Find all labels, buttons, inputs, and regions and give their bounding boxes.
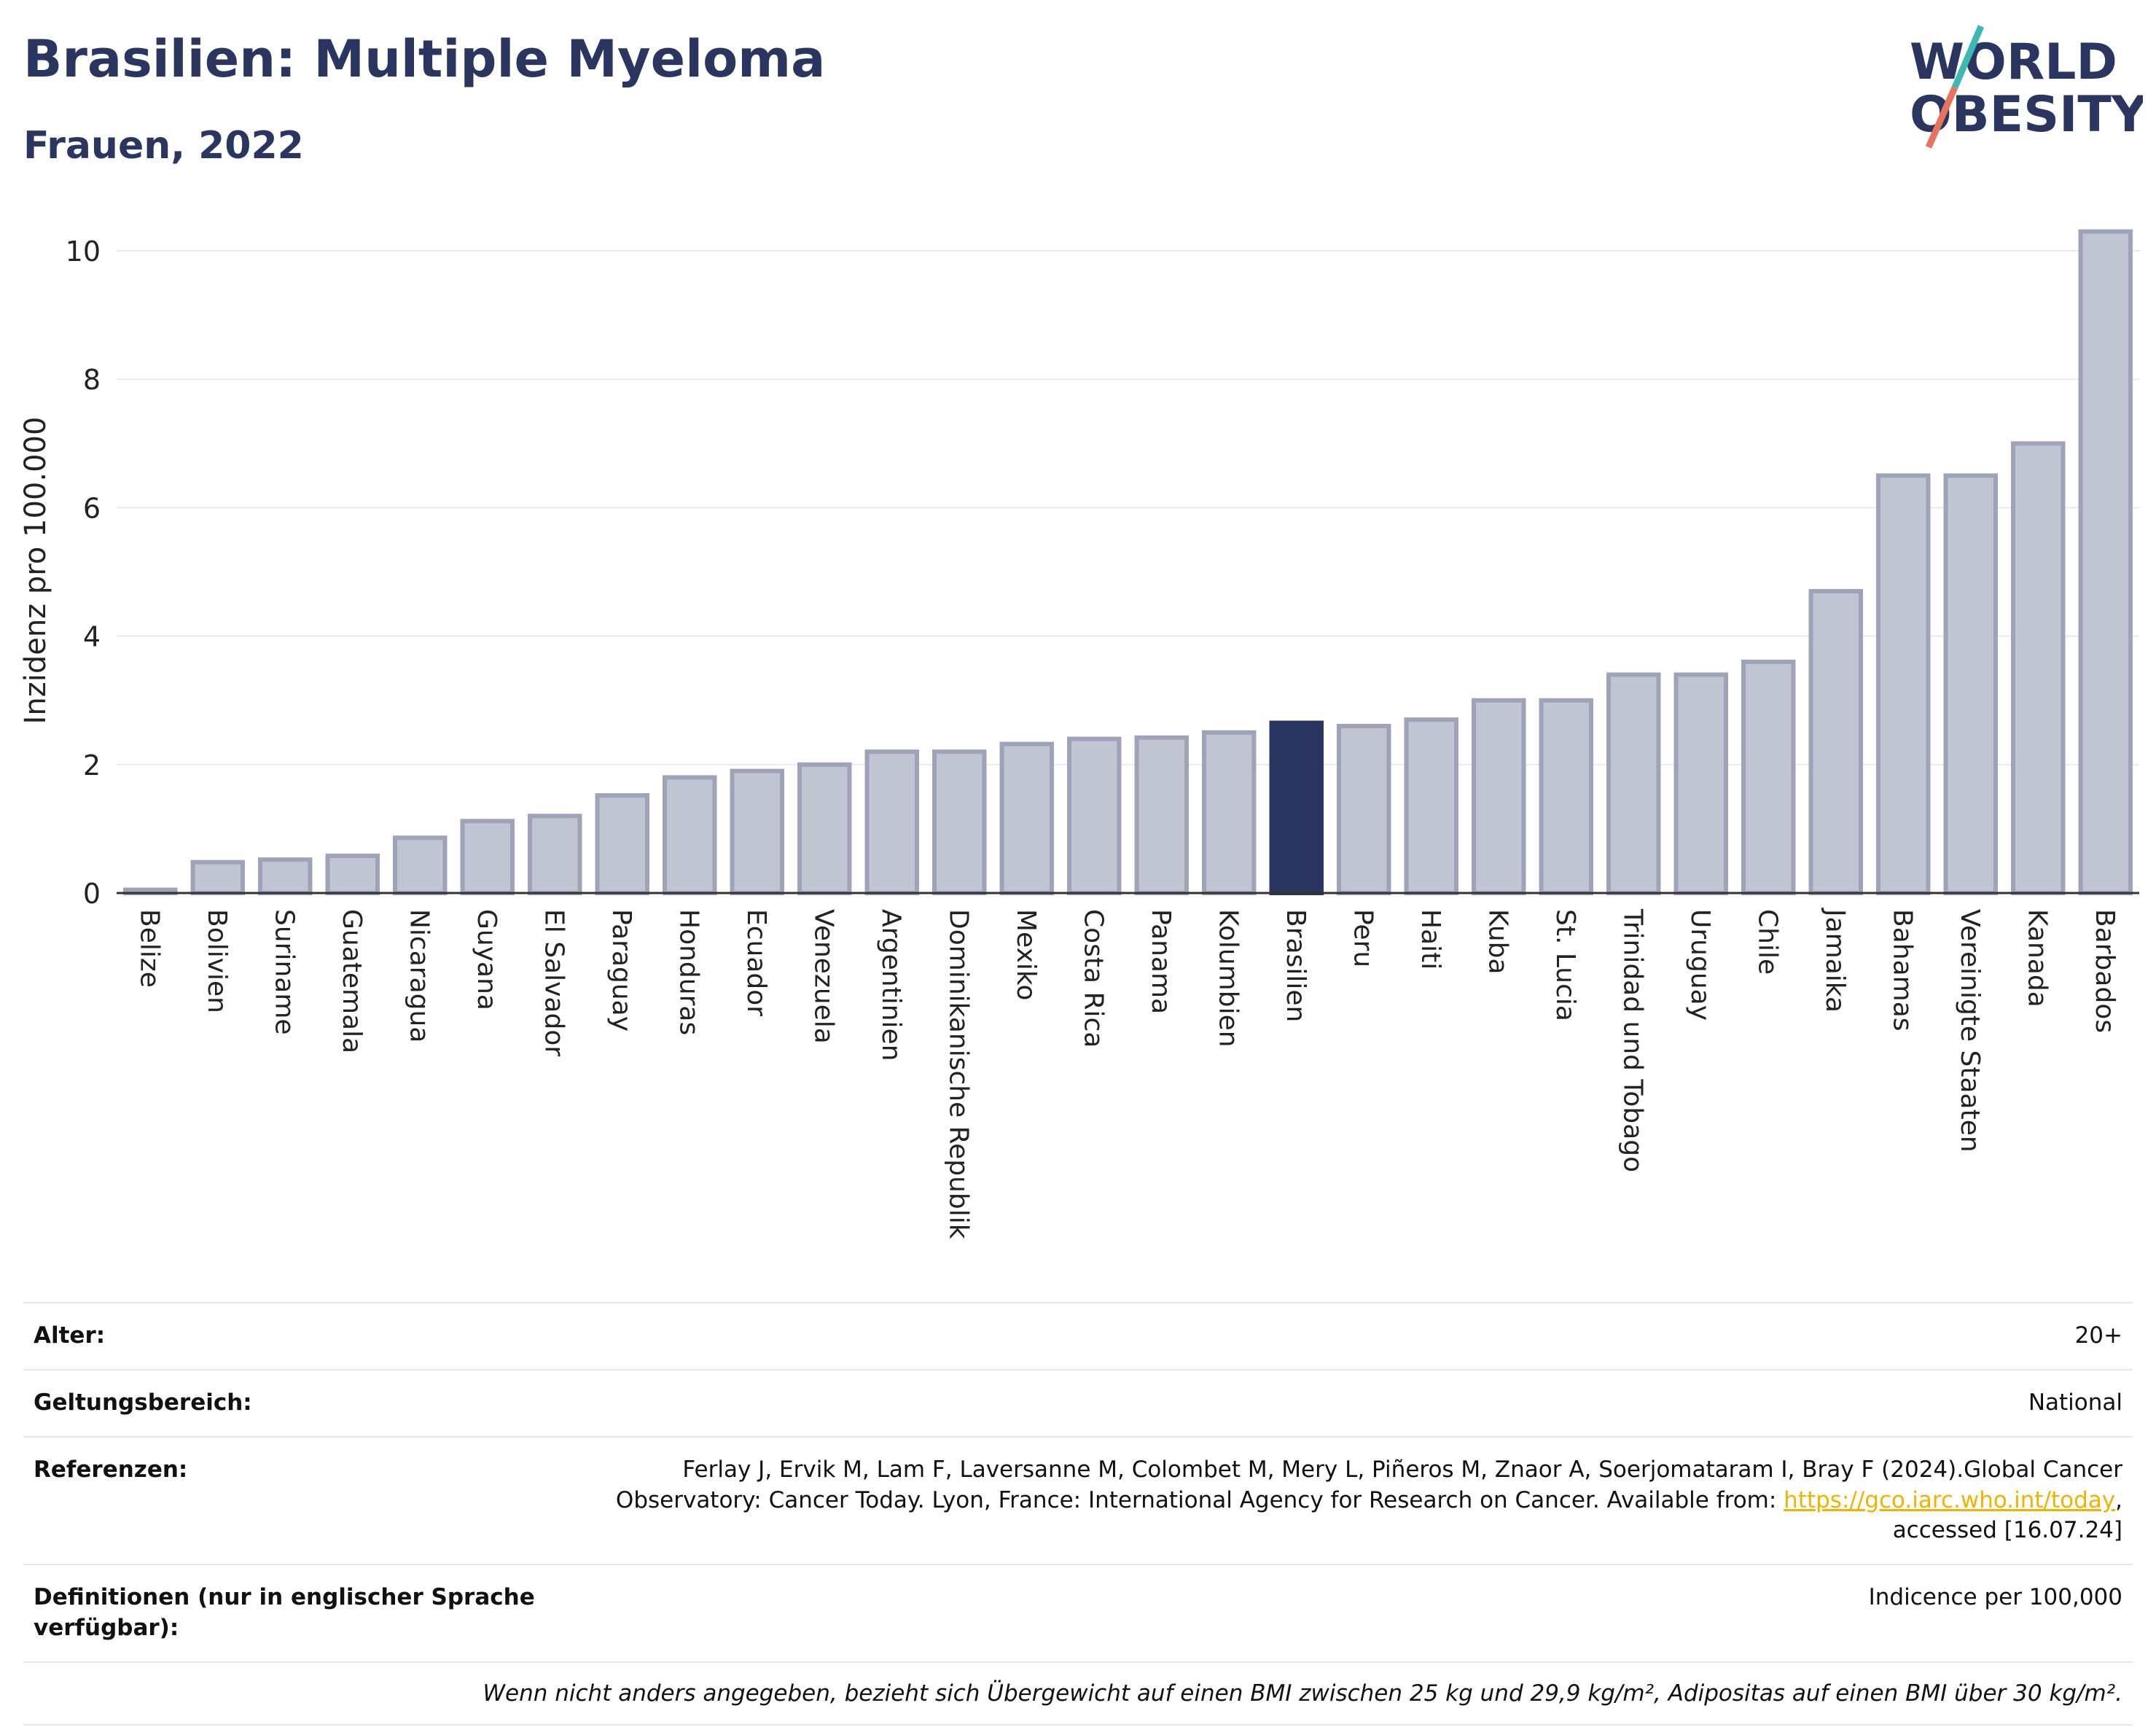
x-tick-label: Vereinigte Staaten [1955, 909, 1985, 1153]
references-label: Referenzen: [34, 1456, 188, 1483]
x-tick-label: Argentinien [876, 909, 906, 1061]
bar-paraguay [595, 793, 649, 895]
world-obesity-logo: WORLD OBESITY [1910, 25, 2143, 149]
y-tick-label: 2 [83, 749, 101, 781]
x-tick-label: Ecuador [741, 909, 771, 1016]
reference-text-2: Observatory: Cancer Today. Lyon, France:… [615, 1486, 1777, 1513]
bar-nicaragua [393, 835, 448, 895]
x-tick-label: Trinidad und Tobago [1617, 908, 1647, 1172]
x-tick-label: Kolumbien [1213, 909, 1243, 1048]
x-tick-label: Nicaragua [404, 909, 434, 1042]
age-label: Alter: [34, 1322, 106, 1349]
definitions-value: Indicence per 100,000 [1868, 1584, 2122, 1611]
x-tick-label: Kuba [1483, 909, 1512, 975]
bar-barbados [2078, 229, 2133, 896]
bar-haiti [1404, 717, 1458, 896]
x-axis-ticks: Belize Bolivien Suriname Guatemala Nicaragua… [134, 908, 2120, 1239]
bar-brasilien [1269, 720, 1324, 895]
x-tick-label: Costa Rica [1078, 909, 1108, 1048]
bar-honduras [663, 775, 717, 896]
references-value: Ferlay J, Ervik M, Lam F, Laversanne M, … [615, 1456, 2122, 1544]
info-row-age: Alter: 20+ [23, 1302, 2133, 1369]
y-tick-label: 8 [83, 364, 101, 396]
y-tick-label: 0 [83, 878, 101, 910]
bar-chile [1741, 659, 1796, 895]
x-tick-label: Bolivien [202, 909, 232, 1013]
bar-jamaika [1808, 588, 1863, 895]
y-tick-label: 6 [83, 492, 101, 524]
bar-bahamas [1876, 473, 1931, 895]
x-tick-label: Jamaika [1820, 908, 1850, 1013]
y-tick-label: 10 [66, 235, 101, 268]
x-tick-label: Uruguay [1685, 909, 1715, 1021]
bar-uruguay [1673, 672, 1728, 895]
x-tick-label: Barbados [2090, 909, 2120, 1033]
grid-lines [117, 250, 2139, 765]
logo-text-world: WORLD [1910, 34, 2117, 91]
x-tick-label: Guatemala [337, 909, 367, 1053]
bar-bolivien [190, 859, 245, 896]
bar-venezuela [797, 762, 852, 895]
bar-costa-rica [1067, 736, 1122, 895]
x-tick-label: Bahamas [1887, 909, 1917, 1032]
bar-kanada [2011, 441, 2066, 896]
chart-title: Brasilien: Multiple Myeloma [23, 29, 826, 89]
x-tick-label: Brasilien [1281, 909, 1311, 1022]
bar-kolumbien [1202, 730, 1257, 895]
x-tick-label: Haiti [1415, 909, 1445, 970]
bar-dominikanische-republik [932, 749, 987, 896]
x-tick-label: Peru [1348, 909, 1378, 967]
chart-subtitle: Frauen, 2022 [23, 124, 304, 168]
info-row-note: Wenn nicht anders angegeben, bezieht sic… [23, 1661, 2133, 1726]
bar-el-salvador [528, 814, 582, 895]
definitions-label: Definitionen (nur in englischer Sprache … [34, 1584, 535, 1642]
x-tick-label: Guyana [472, 909, 501, 1010]
y-axis-ticks: 0 2 4 6 8 10 [66, 235, 101, 910]
logo-slash-teal [1951, 25, 1985, 89]
bar-kuba [1472, 698, 1526, 895]
bar-guyana [460, 819, 515, 895]
x-tick-label: Chile [1752, 909, 1782, 975]
scope-label: Geltungsbereich: [34, 1389, 252, 1416]
bar-trinidad-und-tobago [1606, 672, 1661, 895]
x-tick-label: Panama [1146, 909, 1176, 1014]
bar-guatemala [325, 853, 380, 896]
bar-ecuador [730, 768, 784, 895]
reference-text-1: Ferlay J, Ervik M, Lam F, Laversanne M, … [682, 1456, 2122, 1483]
x-tick-label: St. Lucia [1550, 909, 1580, 1021]
x-tick-label: Dominikanische Republik [943, 909, 973, 1239]
reference-text-3: accessed [16.07.24] [1892, 1517, 2122, 1544]
bmi-note: Wenn nicht anders angegeben, bezieht sic… [483, 1680, 2122, 1707]
x-tick-label: Honduras [673, 909, 703, 1035]
info-row-definitions: Definitionen (nur in englischer Sprache … [23, 1564, 2133, 1661]
logo-slash-coral [1925, 86, 1958, 149]
x-tick-label: Venezuela [808, 909, 838, 1044]
bar-panama [1134, 735, 1189, 895]
info-table: Alter: 20+ Geltungsbereich: National Ref… [23, 1302, 2133, 1726]
x-tick-label: Belize [134, 909, 164, 988]
x-tick-label: Kanada [2022, 909, 2052, 1007]
info-row-scope: Geltungsbereich: National [23, 1368, 2133, 1436]
bar-argentinien [864, 749, 919, 896]
bars [123, 229, 2133, 896]
bar-peru [1337, 723, 1391, 896]
bar-chart: 0 2 4 6 8 10 Belize Bolivien Suriname Guatemala N… [19, 229, 2139, 1239]
bar-suriname [258, 857, 313, 896]
y-axis-label: Inzidenz pro 100.000 [19, 417, 52, 725]
bar-mexiko [999, 741, 1054, 895]
x-tick-label: El Salvador [539, 909, 569, 1056]
bar-vereinigte-staaten [1943, 473, 1998, 895]
x-tick-label: Paraguay [606, 909, 636, 1032]
y-tick-label: 4 [83, 621, 101, 653]
age-value: 20+ [2074, 1322, 2122, 1349]
x-tick-label: Mexiko [1011, 909, 1041, 1000]
reference-link[interactable]: https://gco.iarc.who.int/today [1784, 1486, 2116, 1513]
scope-value: National [2028, 1389, 2122, 1416]
x-tick-label: Suriname [269, 909, 299, 1035]
info-row-references: Referenzen: Ferlay J, Ervik M, Lam F, La… [23, 1435, 2133, 1564]
bar-st-lucia [1539, 698, 1593, 895]
